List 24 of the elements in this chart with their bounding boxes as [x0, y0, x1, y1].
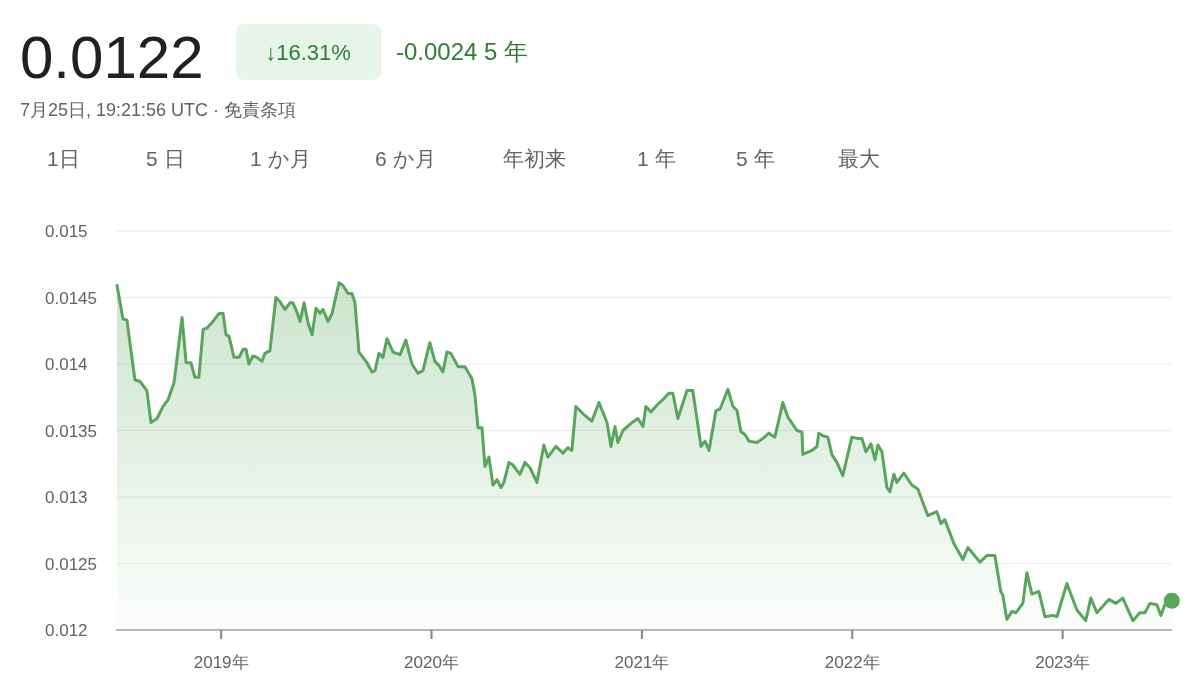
text: 1 か月 — [250, 147, 311, 170]
text: 1日 — [47, 147, 80, 170]
y-tick-label: 0.015 — [45, 222, 88, 241]
x-tick-label: 2021年 — [614, 653, 670, 672]
y-tick-label: 0.014 — [45, 355, 88, 374]
x-tick-label: 2020年 — [404, 653, 459, 672]
text: 年初来 — [503, 147, 566, 170]
text: 6 か月 — [375, 147, 436, 170]
text: ↓16.31% — [265, 40, 351, 65]
y-tick-label: 0.0135 — [45, 421, 97, 441]
y-tick-label: 0.0125 — [45, 554, 97, 574]
text: 5 年 — [736, 147, 775, 170]
y-tick-label: 0.0145 — [45, 288, 97, 308]
x-tick-label: 2019年 — [193, 653, 249, 672]
y-tick-label: 0.012 — [45, 621, 88, 640]
text: 1 年 — [637, 147, 676, 170]
x-tick-label: 2023年 — [1035, 653, 1091, 672]
text: 最大 — [838, 147, 880, 170]
y-tick-label: 0.013 — [45, 488, 88, 507]
chart-subtitle: 7月25日, 19:21:56 UTC · 免責条項 — [20, 100, 297, 120]
text: 5 日 — [146, 147, 185, 170]
x-tick-label: 2022年 — [824, 653, 880, 672]
text: -0.0024 5 年 — [396, 38, 529, 65]
chart-title: 0.0122 — [20, 24, 204, 91]
